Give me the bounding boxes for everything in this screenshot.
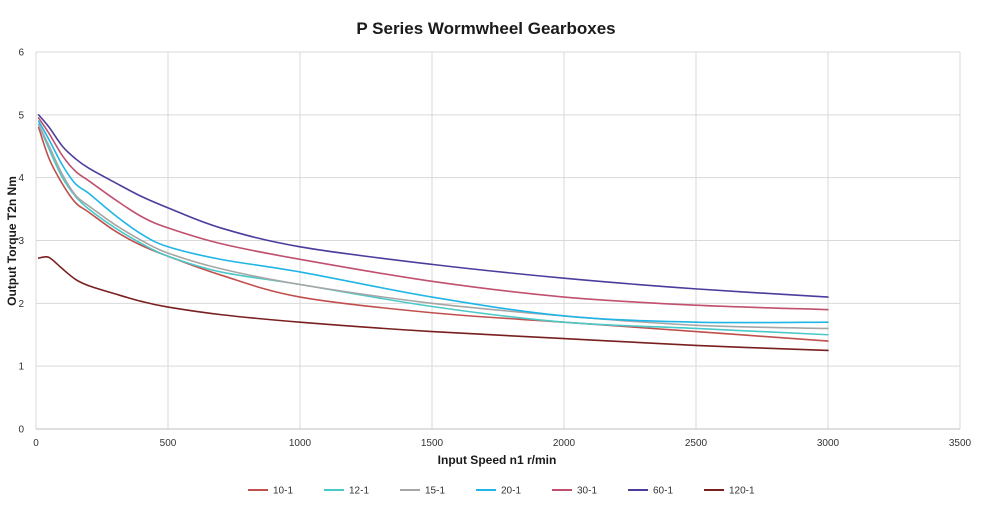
series-lines [37, 114, 829, 352]
x-tick-label: 1500 [421, 438, 444, 449]
series-line-20-1 [37, 120, 829, 324]
x-axis-label: Input Speed n1 r/min [438, 453, 557, 467]
legend-item-30-1[interactable]: 30-1 [552, 486, 597, 497]
series-line-30-1 [37, 117, 829, 311]
y-tick-label: 6 [18, 48, 24, 59]
y-tick-label: 1 [18, 362, 24, 373]
series-line-12-1 [37, 123, 829, 336]
legend-item-15-1[interactable]: 15-1 [400, 486, 445, 497]
legend-label: 12-1 [349, 486, 369, 497]
y-tick-label: 5 [18, 110, 24, 121]
legend-label: 30-1 [577, 486, 597, 497]
y-tick-label: 3 [18, 236, 24, 247]
legend-item-60-1[interactable]: 60-1 [628, 486, 673, 497]
axis-ticks: 0 500 1000 1500 2000 2500 3000 3500 0 1 2 3 4 5 6 [18, 48, 971, 450]
x-tick-label: 1000 [289, 438, 312, 449]
x-tick-label: 2500 [685, 438, 708, 449]
legend-label: 15-1 [425, 486, 445, 497]
legend-label: 10-1 [273, 486, 293, 497]
x-tick-label: 3000 [817, 438, 840, 449]
legend-item-10-1[interactable]: 10-1 [248, 486, 293, 497]
legend-item-20-1[interactable]: 20-1 [476, 486, 521, 497]
chart-title: P Series Wormwheel Gearboxes [356, 19, 615, 38]
legend-label: 20-1 [501, 486, 521, 497]
x-tick-label: 0 [33, 438, 39, 449]
legend-label: 60-1 [653, 486, 673, 497]
x-tick-label: 500 [160, 438, 177, 449]
grid [35, 51, 961, 430]
legend-label: 120-1 [729, 486, 755, 497]
legend: 10-1 12-1 15-1 20-1 30-1 60-1 120-1 [248, 486, 755, 497]
y-tick-label: 4 [18, 173, 24, 184]
legend-item-12-1[interactable]: 12-1 [324, 486, 369, 497]
series-line-60-1 [37, 114, 829, 298]
series-line-10-1 [37, 126, 829, 342]
legend-item-120-1[interactable]: 120-1 [704, 486, 755, 497]
y-tick-label: 2 [18, 299, 24, 310]
x-tick-label: 3500 [949, 438, 972, 449]
series-line-120-1 [37, 256, 829, 352]
y-axis-label: Output Torque T2n Nm [5, 176, 19, 306]
y-tick-label: 0 [18, 425, 24, 436]
x-tick-label: 2000 [553, 438, 576, 449]
